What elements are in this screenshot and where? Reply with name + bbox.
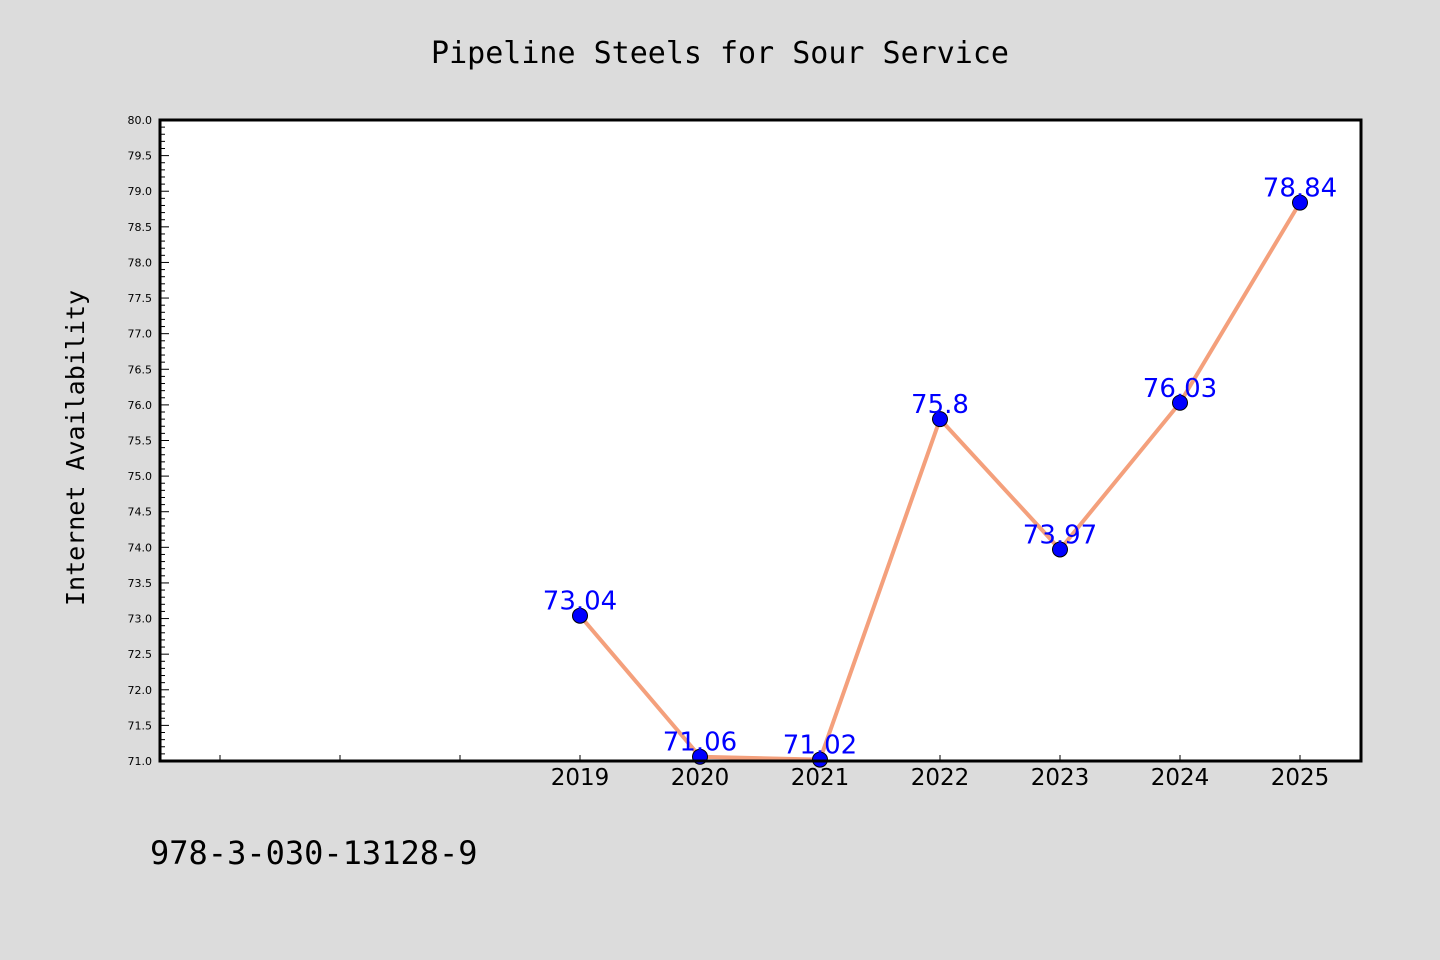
x-tick-label: 2023 [1031, 765, 1090, 791]
y-tick-label: 74.5 [128, 506, 153, 519]
data-point [1292, 194, 1308, 211]
y-tick-label: 75.0 [128, 470, 153, 483]
x-tick-label: 2019 [551, 765, 610, 791]
y-tick-label: 78.0 [128, 256, 153, 269]
y-tick-label: 79.5 [128, 150, 153, 163]
data-label: 75.8 [911, 390, 969, 420]
y-tick-label: 77.5 [128, 292, 153, 305]
data-point [932, 411, 948, 428]
y-tick-label: 71.5 [128, 719, 153, 732]
y-tick-label: 77.0 [128, 328, 153, 341]
y-tick-label: 78.5 [128, 221, 153, 234]
data-label: 71.06 [663, 728, 737, 758]
x-tick-label: 2025 [1271, 765, 1330, 791]
series-layer: 73.04 71.06 71.02 75.8 73.97 76.03 78.84 [543, 174, 1337, 768]
y-axis-label: Internet Availability [61, 290, 90, 606]
y-tick-label: 74.0 [128, 541, 153, 554]
data-point [1052, 541, 1068, 558]
y-tick-label: 73.5 [128, 577, 153, 590]
data-label: 73.04 [543, 587, 617, 617]
y-tick-label: 75.5 [128, 435, 153, 448]
plot-frame [158, 118, 1363, 763]
chart-title: Pipeline Steels for Sour Service [431, 36, 1009, 71]
data-label: 76.03 [1143, 374, 1217, 404]
y-tick-label: 76.5 [128, 363, 153, 376]
footnote-isbn: 978-3-030-13128-9 [150, 834, 478, 872]
y-tick-label: 72.5 [128, 648, 153, 661]
y-tick-label: 72.0 [128, 684, 153, 697]
y-tick-label: 79.0 [128, 185, 153, 198]
y-tick-label: 71.0 [128, 755, 153, 768]
data-label: 73.97 [1023, 520, 1097, 550]
x-tick-label: 2020 [671, 765, 730, 791]
data-label: 71.02 [783, 731, 857, 761]
y-tick-label: 73.0 [128, 613, 153, 626]
x-tick-label: 2024 [1151, 765, 1210, 791]
x-tick-label: 2022 [911, 765, 970, 791]
data-point [572, 607, 588, 624]
y-tick-label: 76.0 [128, 399, 153, 412]
data-label: 78.84 [1263, 174, 1337, 204]
data-point [1172, 394, 1188, 411]
x-tick-label: 2021 [791, 765, 850, 791]
plot-area [160, 120, 1361, 761]
y-tick-label: 80.0 [128, 114, 153, 127]
axis-layer: 71.0 71.5 72.0 72.5 73.0 73.5 74.0 74.5 75.0 75.5… [128, 114, 1330, 791]
